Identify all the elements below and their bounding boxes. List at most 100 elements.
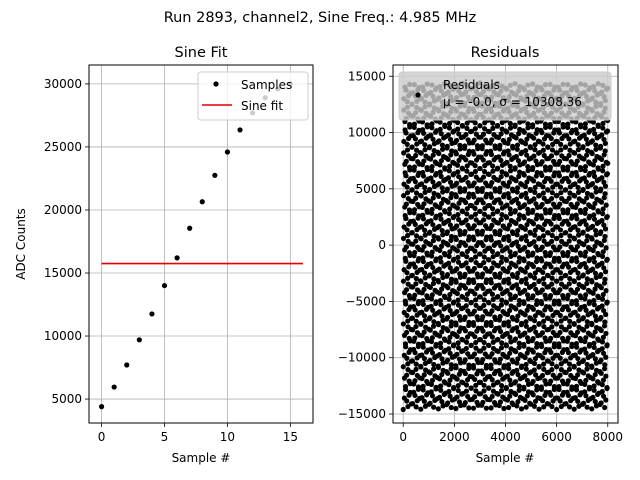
residual-point bbox=[463, 217, 469, 223]
residual-point bbox=[558, 232, 564, 239]
residual-point bbox=[453, 151, 459, 157]
residual-point bbox=[436, 266, 442, 272]
residual-point bbox=[462, 328, 469, 334]
residual-point bbox=[556, 258, 562, 264]
residual-point bbox=[489, 393, 495, 400]
residual-point bbox=[448, 276, 455, 282]
residual-point bbox=[584, 361, 590, 368]
residual-point bbox=[405, 361, 411, 367]
residual-point bbox=[548, 195, 555, 202]
residual-point bbox=[469, 128, 475, 134]
residual-point bbox=[516, 302, 522, 308]
residual-point bbox=[516, 131, 522, 137]
residual-point bbox=[515, 371, 521, 378]
residual-point bbox=[437, 205, 443, 211]
residual-point bbox=[403, 244, 410, 250]
residual-point bbox=[418, 150, 424, 156]
residual-point bbox=[431, 361, 437, 368]
residual-point bbox=[488, 280, 494, 286]
residual-point bbox=[592, 243, 598, 249]
residual-point bbox=[573, 387, 580, 393]
residual-point bbox=[428, 296, 435, 302]
residual-point bbox=[556, 344, 562, 350]
residual-point bbox=[470, 365, 477, 371]
residual-point bbox=[488, 365, 494, 371]
residual-point bbox=[488, 151, 495, 158]
residual-point bbox=[510, 145, 516, 151]
residual-point bbox=[510, 188, 516, 194]
residual-point bbox=[410, 284, 416, 290]
residual-point bbox=[403, 130, 409, 136]
residual-point bbox=[514, 367, 520, 373]
residual-point bbox=[445, 327, 451, 334]
residual-point bbox=[552, 127, 558, 133]
residual-point bbox=[420, 344, 426, 350]
residual-point bbox=[604, 299, 610, 305]
residual-point bbox=[531, 239, 537, 245]
residual-point bbox=[439, 313, 445, 319]
residual-point bbox=[413, 361, 419, 367]
residual-point bbox=[463, 303, 469, 309]
residual-point bbox=[413, 190, 420, 196]
residual-point bbox=[480, 356, 486, 363]
residual-point bbox=[578, 124, 584, 130]
residual-point bbox=[468, 214, 475, 220]
residual-point bbox=[505, 140, 511, 147]
residual-point bbox=[600, 163, 606, 169]
ax1-ytick-label: 15000 bbox=[348, 69, 386, 83]
residual-point bbox=[510, 230, 516, 237]
residual-point bbox=[513, 391, 519, 398]
residual-point bbox=[448, 152, 454, 158]
residual-point bbox=[407, 167, 413, 173]
residual-point bbox=[413, 152, 419, 159]
residual-point bbox=[489, 248, 496, 255]
residual-point bbox=[468, 171, 475, 177]
residual-point bbox=[445, 217, 452, 224]
residual-point bbox=[574, 301, 580, 307]
residual-point bbox=[551, 255, 558, 261]
residual-point bbox=[584, 366, 590, 372]
residual-point bbox=[422, 147, 428, 153]
ax1-ytick-label: −15000 bbox=[338, 407, 386, 421]
residual-point bbox=[605, 160, 611, 166]
residual-point bbox=[580, 400, 587, 406]
residual-point bbox=[497, 142, 503, 148]
residual-point bbox=[400, 406, 406, 413]
residual-point bbox=[536, 406, 542, 412]
residual-point bbox=[554, 321, 560, 327]
residual-point bbox=[531, 196, 537, 202]
residual-point bbox=[563, 358, 569, 364]
residual-point bbox=[454, 205, 461, 211]
residual-point bbox=[497, 356, 503, 362]
residual-point bbox=[516, 383, 522, 389]
ax0-ytick-label: 5000 bbox=[51, 392, 82, 406]
residual-point bbox=[427, 357, 433, 364]
residual-point bbox=[484, 191, 490, 197]
residual-point bbox=[549, 318, 555, 324]
ax0-xtick-label: 15 bbox=[283, 430, 298, 444]
residual-point bbox=[412, 136, 419, 142]
residual-point bbox=[583, 292, 589, 298]
residual-point bbox=[495, 306, 501, 312]
residual-point bbox=[438, 243, 445, 249]
residual-point bbox=[494, 122, 501, 129]
residual-point bbox=[543, 167, 549, 173]
residual-point bbox=[430, 179, 436, 185]
residual-point bbox=[540, 227, 546, 233]
residual-point bbox=[599, 303, 605, 309]
residual-point bbox=[471, 351, 478, 357]
residual-point bbox=[569, 256, 575, 262]
residual-point bbox=[430, 280, 437, 287]
residual-point bbox=[584, 404, 590, 410]
legend-sine-fit-label: Sine fit bbox=[241, 99, 283, 113]
residual-point bbox=[438, 216, 444, 222]
residual-point bbox=[569, 341, 575, 347]
residual-point bbox=[582, 296, 588, 302]
residual-point bbox=[409, 229, 415, 236]
residual-point bbox=[513, 306, 519, 312]
residual-point bbox=[572, 138, 578, 144]
residual-point bbox=[506, 179, 512, 185]
residual-point bbox=[586, 384, 593, 390]
residual-point bbox=[560, 124, 566, 130]
residual-point bbox=[536, 235, 542, 241]
